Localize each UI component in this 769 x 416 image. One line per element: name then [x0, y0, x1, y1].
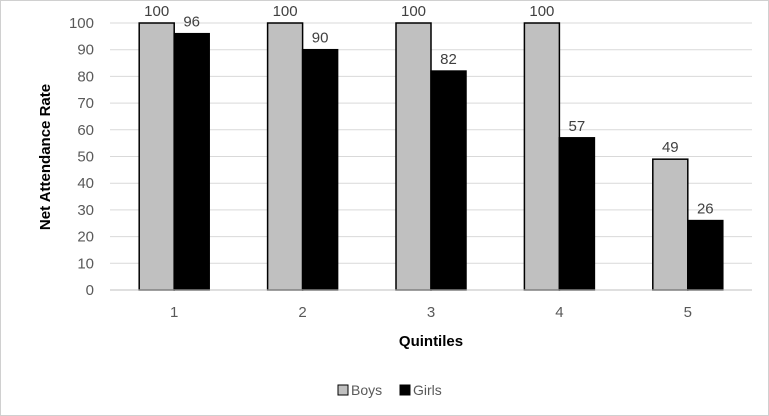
data-label-girls-4: 57 — [569, 118, 586, 135]
bar-boys-4 — [523, 22, 561, 291]
y-tick-label-60: 60 — [77, 122, 94, 139]
bar-boys-1 — [138, 22, 175, 291]
data-labels: 100 96 100 90 100 82 100 57 49 26 — [144, 3, 713, 218]
y-tick-label-70: 70 — [77, 95, 94, 112]
y-tick-labels: 0 10 20 30 40 50 60 70 80 90 100 — [69, 15, 94, 299]
y-axis-title: Net Attendance Rate — [37, 84, 54, 230]
data-label-girls-5: 26 — [697, 201, 714, 218]
bar-boys-2 — [266, 22, 304, 291]
bar-girls-3 — [430, 70, 467, 291]
y-tick-label-100: 100 — [69, 15, 94, 32]
bar-boys-3 — [395, 22, 432, 291]
legend: Boys Girls — [337, 382, 442, 398]
data-label-girls-2: 90 — [312, 30, 329, 47]
y-tick-label-30: 30 — [77, 202, 94, 219]
data-label-boys-2: 100 — [273, 3, 298, 20]
x-tick-label-3: 3 — [427, 304, 435, 321]
x-axis-title: Quintiles — [399, 333, 463, 350]
data-label-girls-1: 96 — [183, 14, 200, 31]
x-tick-label-5: 5 — [684, 304, 692, 321]
x-tick-labels: 1 2 3 4 5 — [170, 304, 692, 321]
y-tick-label-10: 10 — [77, 255, 94, 272]
data-label-girls-3: 82 — [440, 51, 457, 68]
y-tick-label-0: 0 — [86, 282, 94, 299]
y-tick-label-40: 40 — [77, 175, 94, 192]
bar-girls-4 — [558, 137, 596, 291]
bar-girls-1 — [173, 32, 210, 291]
y-tick-label-90: 90 — [77, 42, 94, 59]
x-tick-label-2: 2 — [298, 304, 306, 321]
data-label-boys-3: 100 — [401, 3, 426, 20]
y-tick-label-50: 50 — [77, 149, 94, 166]
legend-label-girls: Girls — [413, 382, 442, 398]
data-label-boys-4: 100 — [529, 3, 554, 20]
data-label-boys-5: 49 — [662, 139, 679, 156]
x-tick-label-1: 1 — [170, 304, 178, 321]
bar-girls-2 — [301, 48, 339, 291]
y-tick-label-20: 20 — [77, 229, 94, 246]
data-label-boys-1: 100 — [144, 3, 169, 20]
legend-swatch-girls — [399, 384, 411, 396]
x-tick-label-4: 4 — [555, 304, 563, 321]
bar-girls-5 — [687, 219, 724, 291]
legend-swatch-boys — [337, 384, 349, 396]
y-tick-label-80: 80 — [77, 68, 94, 85]
legend-label-boys: Boys — [351, 382, 382, 398]
bar-boys-5 — [652, 158, 689, 291]
